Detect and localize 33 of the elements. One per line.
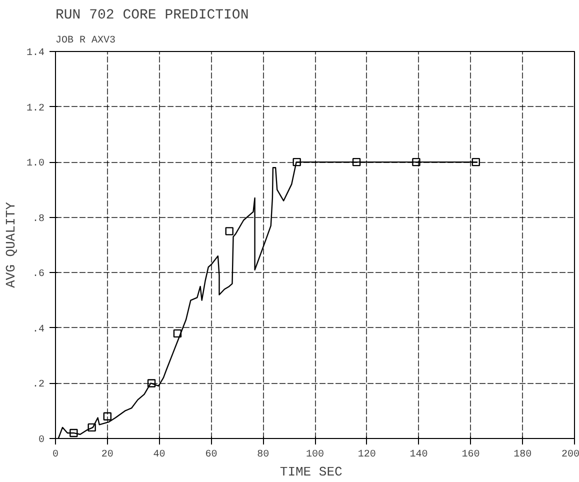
point xyxy=(225,227,234,236)
x-tick-label: 80 xyxy=(257,450,270,460)
x-tick-label: 60 xyxy=(205,450,218,460)
x-tick-label: 140 xyxy=(410,450,428,460)
point xyxy=(412,158,420,166)
point xyxy=(292,158,301,166)
x-tick-label: 100 xyxy=(306,450,324,460)
y-axis-title: AVG QUALITY xyxy=(3,202,18,288)
point xyxy=(352,158,361,166)
y-tick-label: 1.0 xyxy=(26,158,45,170)
y-tick-label: .4 xyxy=(32,324,45,336)
x-axis-title: TIME SEC xyxy=(280,464,343,480)
point xyxy=(147,379,156,388)
point xyxy=(88,423,96,432)
x-tick-label: 160 xyxy=(462,450,480,460)
y-tick-label: .2 xyxy=(32,380,45,391)
x-tick-label: 180 xyxy=(514,450,532,460)
y-tick-label: .8 xyxy=(32,214,45,225)
chart-title: RUN 702 CORE PREDICTION xyxy=(56,8,249,24)
point xyxy=(103,412,112,420)
x-tick-label: 40 xyxy=(153,450,166,460)
chart-subtitle: JOB R AXV3 xyxy=(56,36,116,46)
point xyxy=(472,158,480,166)
x-tick-label: 20 xyxy=(101,450,114,460)
x-tick-label: 120 xyxy=(358,450,376,460)
y-tick-label: 0 xyxy=(38,435,45,446)
point xyxy=(173,329,182,338)
y-tick-label: 1.4 xyxy=(26,48,45,59)
x-tick-label: 200 xyxy=(561,450,579,460)
point xyxy=(70,428,78,438)
y-tick-label: 1.2 xyxy=(26,103,45,114)
x-tick-label: 0 xyxy=(52,450,59,460)
y-tick-label: .6 xyxy=(32,269,45,280)
